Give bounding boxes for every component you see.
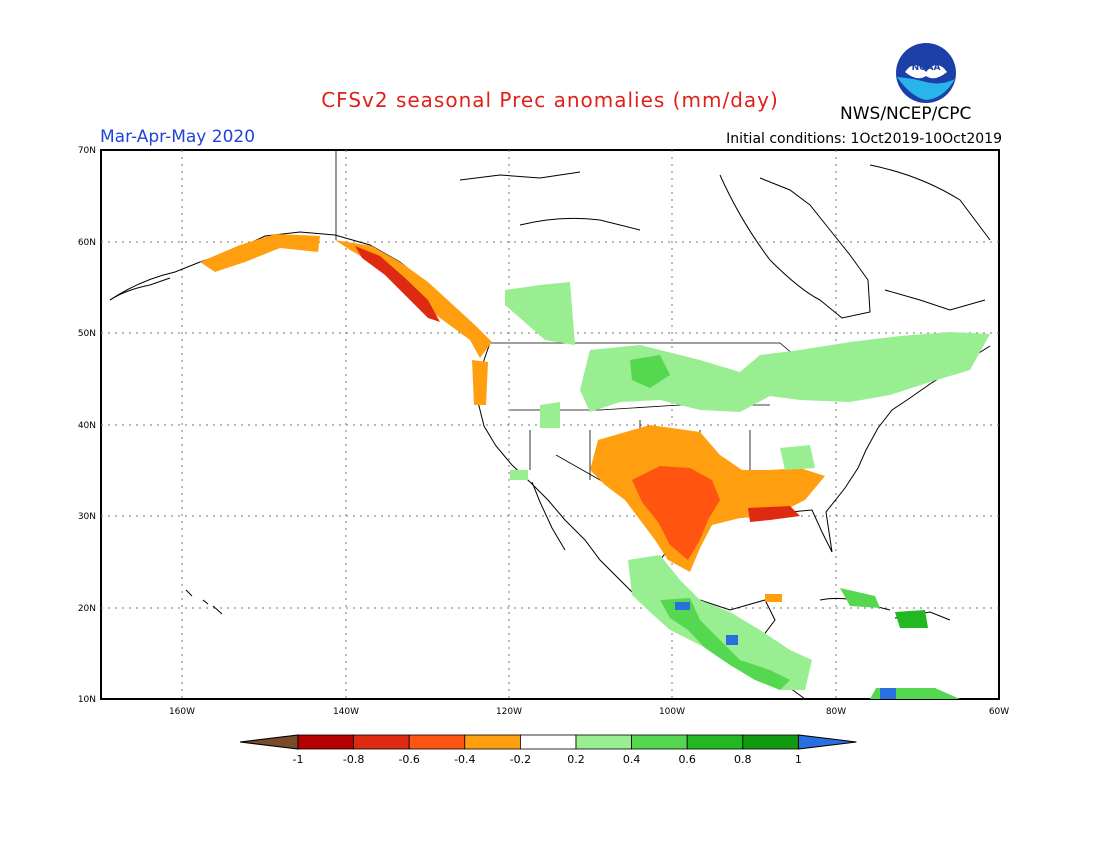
lon-label-140w: 140W bbox=[333, 707, 359, 717]
colorbar-tick-label: 0.4 bbox=[623, 753, 641, 766]
colorbar-box bbox=[520, 734, 577, 750]
colorbar-tick-label: -0.8 bbox=[343, 753, 364, 766]
lon-axis-labels: 160W 140W 120W 100W 80W 60W bbox=[169, 707, 1009, 717]
lon-label-160w: 160W bbox=[169, 707, 195, 717]
colorbar-box bbox=[408, 734, 466, 750]
agency-label: NWS/NCEP/CPC bbox=[840, 104, 972, 124]
dry-anomalies bbox=[200, 234, 825, 602]
colorbar-box bbox=[631, 734, 688, 750]
lon-label-120w: 120W bbox=[496, 707, 522, 717]
colorbar-tick-label: -0.2 bbox=[510, 753, 531, 766]
colorbar-tick-label: -0.4 bbox=[454, 753, 475, 766]
lat-label-20n: 20N bbox=[78, 604, 96, 614]
colorbar-arrow-low bbox=[239, 734, 299, 750]
colorbar-box bbox=[575, 734, 632, 750]
colorbar-legend bbox=[239, 734, 857, 750]
colorbar-tick-label: -1 bbox=[293, 753, 304, 766]
colorbar-tick-label: 1 bbox=[795, 753, 802, 766]
colorbar-box bbox=[742, 734, 799, 750]
colorbar-tick-label: 0.6 bbox=[678, 753, 696, 766]
noaa-logo: NOAA bbox=[895, 42, 957, 104]
colorbar-tick-labels: -1 -0.8 -0.6 -0.4 -0.2 0.2 0.4 0.6 0.8 1 bbox=[293, 753, 802, 766]
lat-label-60n: 60N bbox=[78, 238, 96, 248]
wet-anomalies bbox=[505, 282, 990, 699]
colorbar-box bbox=[297, 734, 354, 750]
colorbar-arrow-high bbox=[797, 734, 857, 750]
lat-label-70n: 70N bbox=[78, 146, 96, 156]
colorbar-tick-label: 0.8 bbox=[734, 753, 752, 766]
colorbar-box bbox=[353, 734, 410, 750]
lon-label-80w: 80W bbox=[826, 707, 846, 717]
lon-label-100w: 100W bbox=[659, 707, 685, 717]
lat-label-10n: 10N bbox=[78, 695, 96, 705]
initial-conditions: Initial conditions: 1Oct2019-10Oct2019 bbox=[726, 131, 1002, 147]
colorbar-box bbox=[686, 734, 744, 750]
season-label: Mar-Apr-May 2020 bbox=[100, 127, 256, 147]
colorbar-tick-label: -0.6 bbox=[398, 753, 419, 766]
logo-text: NOAA bbox=[912, 63, 941, 73]
lat-label-40n: 40N bbox=[78, 421, 96, 431]
lon-label-60w: 60W bbox=[989, 707, 1009, 717]
map-title: CFSv2 seasonal Prec anomalies (mm/day) bbox=[321, 88, 779, 112]
lat-axis-labels: 70N 60N 50N 40N 30N 20N 10N bbox=[78, 146, 96, 705]
colorbar-box bbox=[464, 734, 521, 750]
colorbar-tick-label: 0.2 bbox=[567, 753, 585, 766]
lat-label-30n: 30N bbox=[78, 512, 96, 522]
lat-label-50n: 50N bbox=[78, 329, 96, 339]
